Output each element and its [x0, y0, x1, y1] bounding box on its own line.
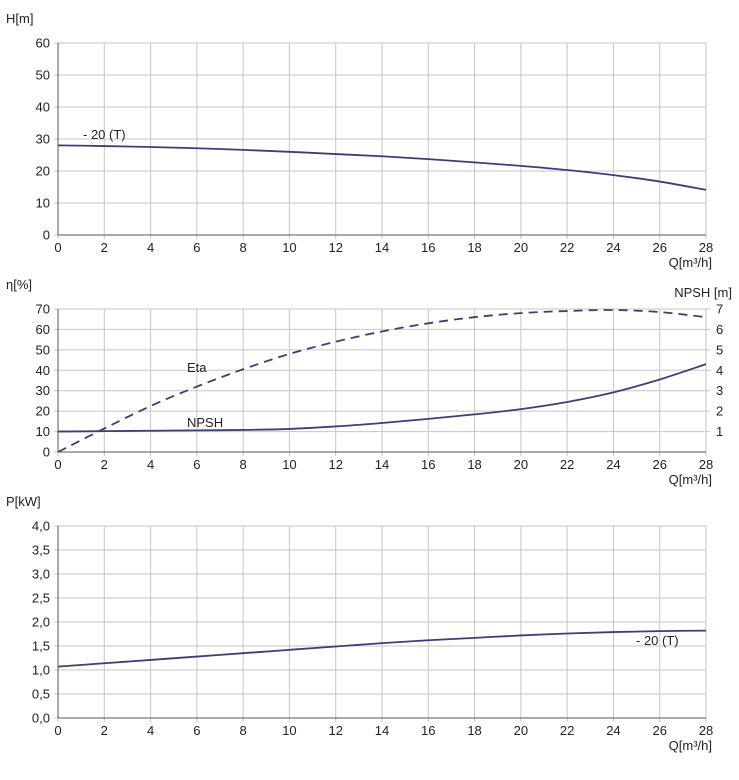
x-tick-label: 20 — [514, 240, 528, 255]
x-tick-label: 8 — [240, 240, 247, 255]
y-tick-label: 50 — [36, 342, 50, 357]
x-tick-label: 2 — [101, 240, 108, 255]
x-tick-label: 8 — [240, 457, 247, 472]
y-right-axis-label: NPSH [m] — [674, 285, 732, 300]
x-tick-label: 16 — [421, 240, 435, 255]
y-tick-label: 30 — [36, 132, 50, 147]
chart-panel-2: 0 2 4 6 8 10 12 14 16 18 20 22 24 26 28010203040506070… — [6, 277, 732, 487]
x-tick-label: 0 — [54, 457, 61, 472]
y-right-tick-label: 3 — [716, 383, 723, 398]
y-right-tick-label: 7 — [716, 302, 723, 317]
y-tick-label: 0,5 — [32, 687, 50, 702]
y-tick-label: 3,5 — [32, 543, 50, 558]
x-tick-label: 14 — [375, 240, 389, 255]
y-tick-label: 20 — [36, 164, 50, 179]
x-tick-label: 28 — [699, 723, 713, 738]
x-tick-label: 12 — [328, 457, 342, 472]
series-label: NPSH — [187, 415, 223, 430]
series-label: Eta — [187, 360, 207, 375]
x-tick-label: 26 — [652, 723, 666, 738]
y-tick-label: 40 — [36, 363, 50, 378]
x-tick-label: 18 — [467, 457, 481, 472]
x-tick-label: 8 — [240, 723, 247, 738]
y-right-tick-label: 1 — [716, 424, 723, 439]
y-right-tick-label: 6 — [716, 322, 723, 337]
y-tick-label: 3,0 — [32, 567, 50, 582]
x-tick-label: 6 — [193, 723, 200, 738]
x-tick-label: 2 — [101, 723, 108, 738]
x-axis-label: Q[m³/h] — [669, 738, 712, 753]
x-tick-label: 10 — [282, 723, 296, 738]
series-line-npsh — [57, 363, 707, 433]
x-tick-label: 10 — [282, 240, 296, 255]
y-tick-label: 50 — [36, 68, 50, 83]
y-tick-label: 40 — [36, 100, 50, 115]
y-tick-label: 60 — [36, 322, 50, 337]
x-tick-label: 22 — [560, 457, 574, 472]
x-tick-label: 10 — [282, 457, 296, 472]
y-tick-label: 2,0 — [32, 615, 50, 630]
x-tick-label: 12 — [328, 723, 342, 738]
y-tick-label: 0 — [43, 445, 50, 460]
y-axis-label: P[kW] — [6, 494, 41, 509]
x-tick-label: 6 — [193, 240, 200, 255]
x-tick-label: 4 — [147, 240, 154, 255]
x-tick-label: 26 — [652, 240, 666, 255]
x-tick-label: 26 — [652, 457, 666, 472]
x-tick-label: 14 — [375, 457, 389, 472]
series-line-eta — [57, 309, 707, 453]
y-tick-label: 60 — [36, 36, 50, 51]
y-tick-label: 0 — [43, 228, 50, 243]
y-right-tick-label: 5 — [716, 342, 723, 357]
chart-panel-1: 0 2 4 6 8 10 12 14 16 18 20 22 24 26 280102030405060H[… — [6, 11, 713, 270]
x-tick-label: 6 — [193, 457, 200, 472]
y-tick-label: 0,0 — [32, 711, 50, 726]
x-tick-label: 28 — [699, 240, 713, 255]
x-tick-label: 16 — [421, 457, 435, 472]
y-axis-label: η[%] — [6, 277, 32, 292]
x-tick-label: 24 — [606, 240, 620, 255]
x-tick-label: 20 — [514, 457, 528, 472]
x-tick-label: 2 — [101, 457, 108, 472]
series-line-20-t — [57, 144, 707, 191]
y-tick-label: 1,0 — [32, 663, 50, 678]
x-tick-label: 4 — [147, 457, 154, 472]
x-tick-label: 18 — [467, 240, 481, 255]
y-tick-label: 10 — [36, 196, 50, 211]
series-label: - 20 (T) — [636, 633, 679, 648]
x-axis-label: Q[m³/h] — [669, 472, 712, 487]
x-tick-label: 14 — [375, 723, 389, 738]
y-tick-label: 30 — [36, 383, 50, 398]
y-right-tick-label: 4 — [716, 363, 723, 378]
series-line-20-t — [57, 629, 707, 668]
chart-panel-3: 0 2 4 6 8 10 12 14 16 18 20 22 24 26 280,00,51,01,52,0… — [6, 494, 713, 753]
x-tick-label: 16 — [421, 723, 435, 738]
y-tick-label: 70 — [36, 302, 50, 317]
x-tick-label: 22 — [560, 723, 574, 738]
x-tick-label: 0 — [54, 723, 61, 738]
x-axis-label: Q[m³/h] — [669, 255, 712, 270]
series-label: - 20 (T) — [83, 127, 126, 142]
x-tick-label: 4 — [147, 723, 154, 738]
y-tick-label: 4,0 — [32, 519, 50, 534]
x-tick-label: 24 — [606, 457, 620, 472]
x-tick-label: 0 — [54, 240, 61, 255]
y-tick-label: 1,5 — [32, 639, 50, 654]
y-right-tick-label: 2 — [716, 404, 723, 419]
x-tick-label: 20 — [514, 723, 528, 738]
y-tick-label: 2,5 — [32, 591, 50, 606]
y-axis-label: H[m] — [6, 11, 33, 26]
x-tick-label: 24 — [606, 723, 620, 738]
x-tick-label: 18 — [467, 723, 481, 738]
x-tick-label: 28 — [699, 457, 713, 472]
y-tick-label: 10 — [36, 424, 50, 439]
y-tick-label: 20 — [36, 404, 50, 419]
x-tick-label: 12 — [328, 240, 342, 255]
x-tick-label: 22 — [560, 240, 574, 255]
